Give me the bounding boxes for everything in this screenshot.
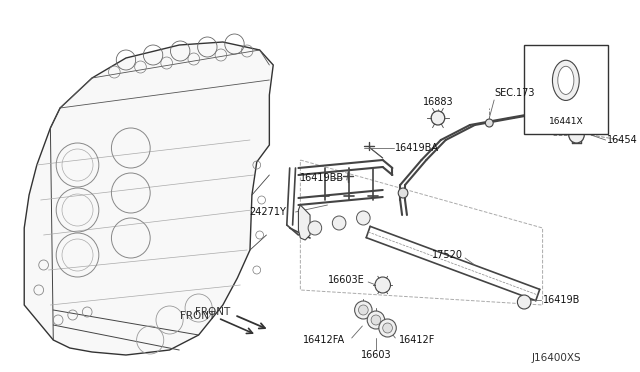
Text: 16603E: 16603E [328, 275, 364, 285]
Text: 16419BA: 16419BA [396, 143, 439, 153]
Text: J16400XS: J16400XS [532, 353, 581, 363]
Polygon shape [298, 205, 310, 240]
Circle shape [383, 323, 392, 333]
Text: 16603: 16603 [360, 350, 391, 360]
Circle shape [569, 127, 584, 143]
Text: 16454: 16454 [607, 135, 637, 145]
Ellipse shape [558, 66, 574, 94]
Text: 17520: 17520 [432, 250, 463, 260]
Text: SEC.173: SEC.173 [494, 88, 534, 98]
Text: 16412FA: 16412FA [303, 335, 345, 345]
Circle shape [517, 295, 531, 309]
Bar [524, 45, 608, 134]
Text: 24271Y: 24271Y [249, 207, 286, 217]
Text: 16419BB: 16419BB [300, 173, 344, 183]
Text: 16412F: 16412F [399, 335, 436, 345]
Circle shape [358, 305, 368, 315]
Circle shape [371, 315, 381, 325]
Text: 16419B: 16419B [543, 295, 580, 305]
Circle shape [398, 188, 408, 198]
Text: FRONT: FRONT [180, 311, 215, 321]
Circle shape [485, 119, 493, 127]
Circle shape [355, 301, 372, 319]
Circle shape [332, 216, 346, 230]
Circle shape [379, 319, 396, 337]
Circle shape [375, 277, 390, 293]
Text: 16883: 16883 [422, 97, 453, 107]
Circle shape [431, 111, 445, 125]
Polygon shape [24, 42, 273, 355]
Ellipse shape [552, 60, 579, 100]
Circle shape [308, 221, 322, 235]
Circle shape [356, 211, 370, 225]
Text: 16441X: 16441X [548, 118, 583, 126]
Circle shape [367, 311, 385, 329]
Text: FRONT: FRONT [195, 307, 230, 317]
